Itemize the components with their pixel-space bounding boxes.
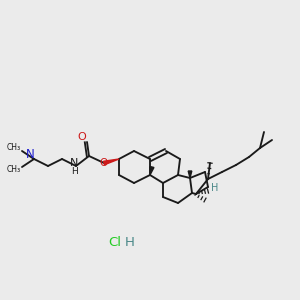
Text: N: N (70, 158, 78, 168)
Text: Cl: Cl (109, 236, 122, 250)
Text: O: O (78, 132, 86, 142)
Text: H: H (70, 167, 77, 176)
Text: H: H (211, 183, 219, 193)
Polygon shape (188, 171, 192, 178)
Text: N: N (26, 148, 34, 161)
Text: O: O (100, 158, 108, 168)
Polygon shape (103, 159, 119, 165)
Text: CH₃: CH₃ (7, 166, 21, 175)
Polygon shape (150, 167, 154, 175)
Text: CH₃: CH₃ (7, 143, 21, 152)
Text: H: H (125, 236, 135, 250)
